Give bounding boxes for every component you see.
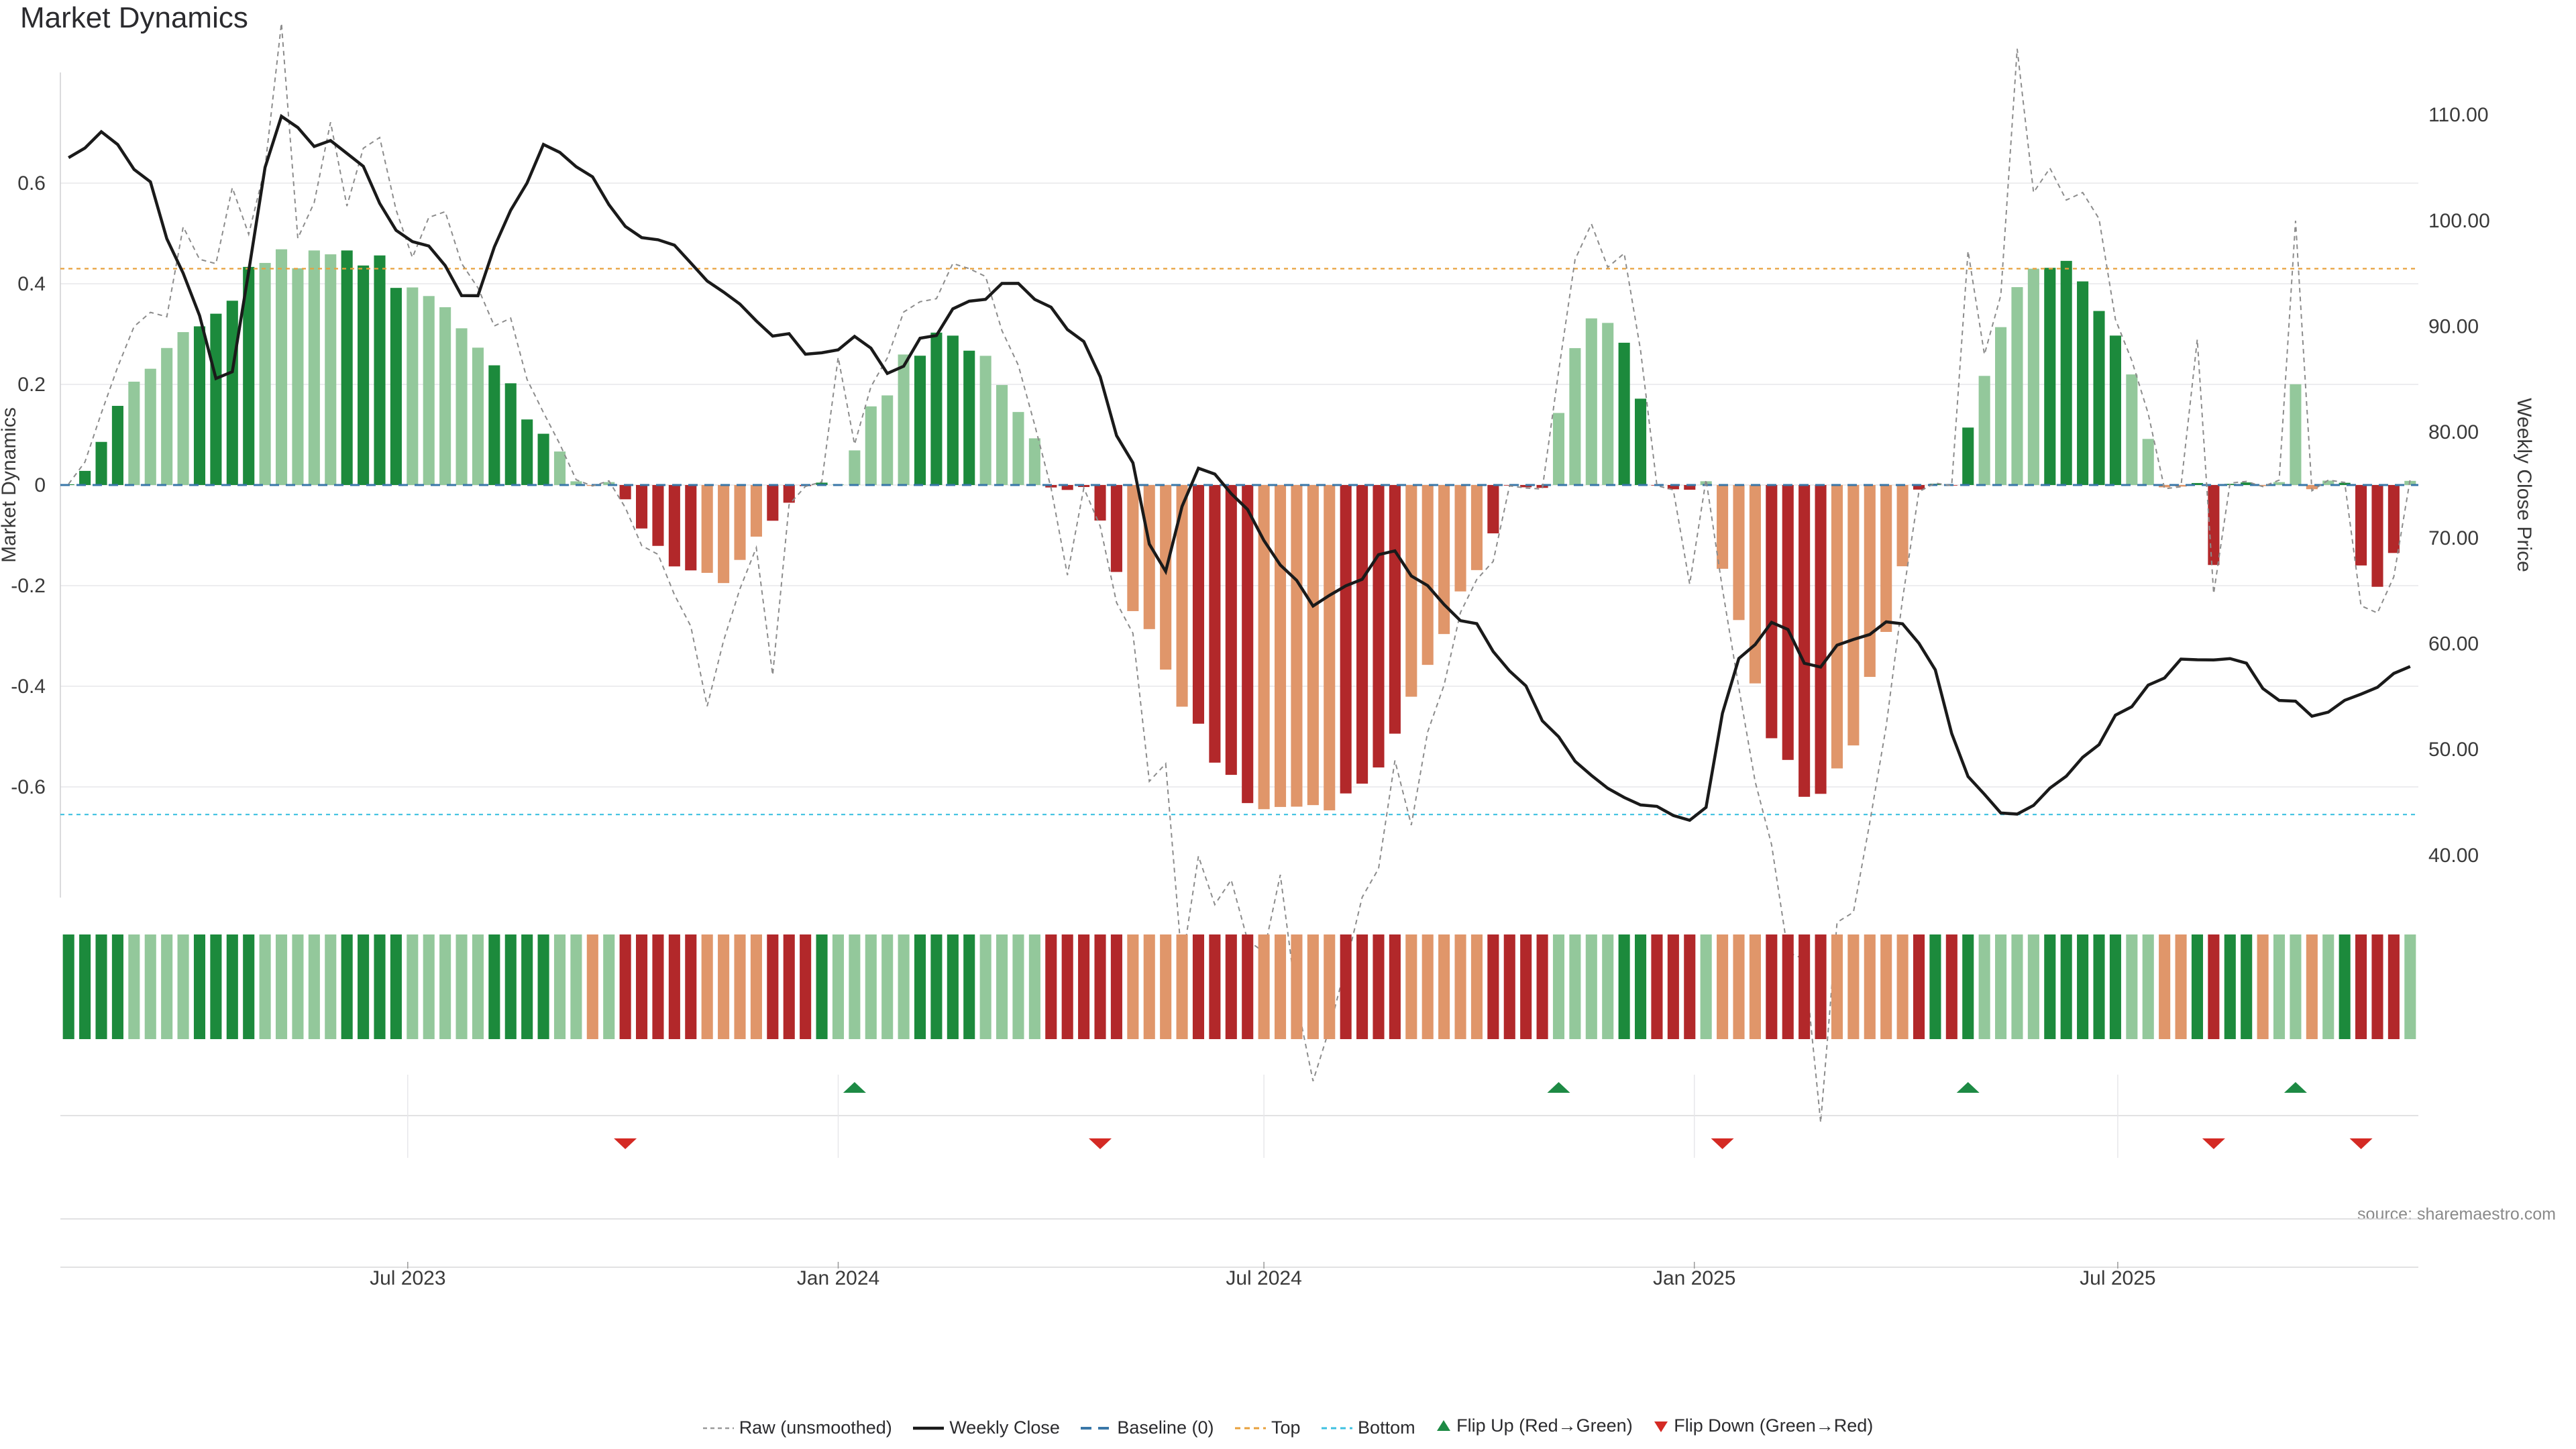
svg-text:0.6: 0.6 [17, 172, 46, 195]
svg-text:80.00: 80.00 [2428, 421, 2479, 443]
svg-text:-0.6: -0.6 [11, 776, 46, 798]
svg-text:0.4: 0.4 [17, 273, 46, 295]
svg-text:50.00: 50.00 [2428, 739, 2479, 761]
svg-text:0: 0 [34, 474, 46, 496]
svg-text:Jul 2023: Jul 2023 [370, 1267, 445, 1289]
svg-text:110.00: 110.00 [2428, 104, 2489, 126]
svg-text:Jan 2024: Jan 2024 [797, 1267, 879, 1289]
svg-text:40.00: 40.00 [2428, 845, 2479, 867]
svg-text:90.00: 90.00 [2428, 316, 2479, 338]
svg-text:-0.2: -0.2 [11, 575, 46, 597]
svg-text:Jul 2024: Jul 2024 [1226, 1267, 1301, 1289]
svg-text:-0.4: -0.4 [11, 676, 46, 698]
svg-text:Jan 2025: Jan 2025 [1653, 1267, 1735, 1289]
svg-text:Jul 2025: Jul 2025 [2080, 1267, 2155, 1289]
svg-text:60.00: 60.00 [2428, 633, 2479, 655]
svg-text:0.2: 0.2 [17, 374, 46, 396]
svg-text:70.00: 70.00 [2428, 527, 2479, 549]
svg-text:100.00: 100.00 [2428, 210, 2490, 232]
